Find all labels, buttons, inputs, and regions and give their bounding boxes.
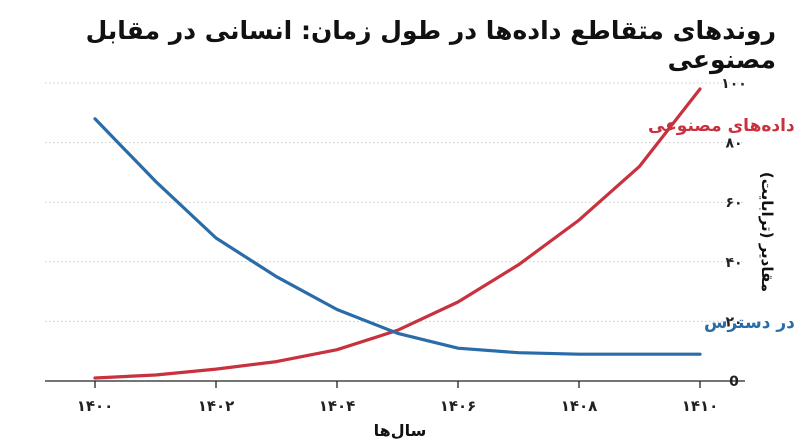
series-line-human <box>93 117 702 356</box>
series-label-human: داده‌های انسانی در دسترس <box>704 313 800 333</box>
y-tick-label: 0 <box>729 374 739 390</box>
series-line-synthetic <box>93 87 702 380</box>
y-tick-label: ۴۰ <box>725 255 742 271</box>
chart-title: روندهای متقاطع داده‌ها در طول زمان: انسا… <box>85 16 776 74</box>
x-tick-label: ۱۴۰۲ <box>198 397 235 415</box>
y-axis-ticks: 0 ۲۰ ۴۰ ۶۰ ۸۰ ۱۰۰ <box>721 76 747 390</box>
x-tick-label: ۱۴۰۴ <box>319 397 356 415</box>
y-tick-label: ۱۰۰ <box>721 76 747 92</box>
series-label-synthetic: تولید داده‌های مصنوعی <box>648 116 800 136</box>
x-tick-label: ۱۴۰۶ <box>440 397 477 415</box>
x-tick-label: ۱۴۱۰ <box>682 397 719 415</box>
x-tick-label: ۱۴۰۰ <box>77 397 114 415</box>
series-lines <box>93 87 702 380</box>
x-axis-ticks: ۱۴۰۰ ۱۴۰۲ ۱۴۰۴ ۱۴۰۶ ۱۴۰۸ ۱۴۱۰ <box>77 381 719 415</box>
y-axis-title: مقادیر (ترابایت) <box>758 172 776 292</box>
y-tick-label: ۸۰ <box>725 136 742 152</box>
x-tick-label: ۱۴۰۸ <box>561 397 598 415</box>
y-tick-label: ۲۰ <box>725 314 742 330</box>
gridlines <box>45 82 745 322</box>
y-tick-label: ۶۰ <box>725 195 742 211</box>
x-axis-title: سال‌ها <box>374 421 427 440</box>
